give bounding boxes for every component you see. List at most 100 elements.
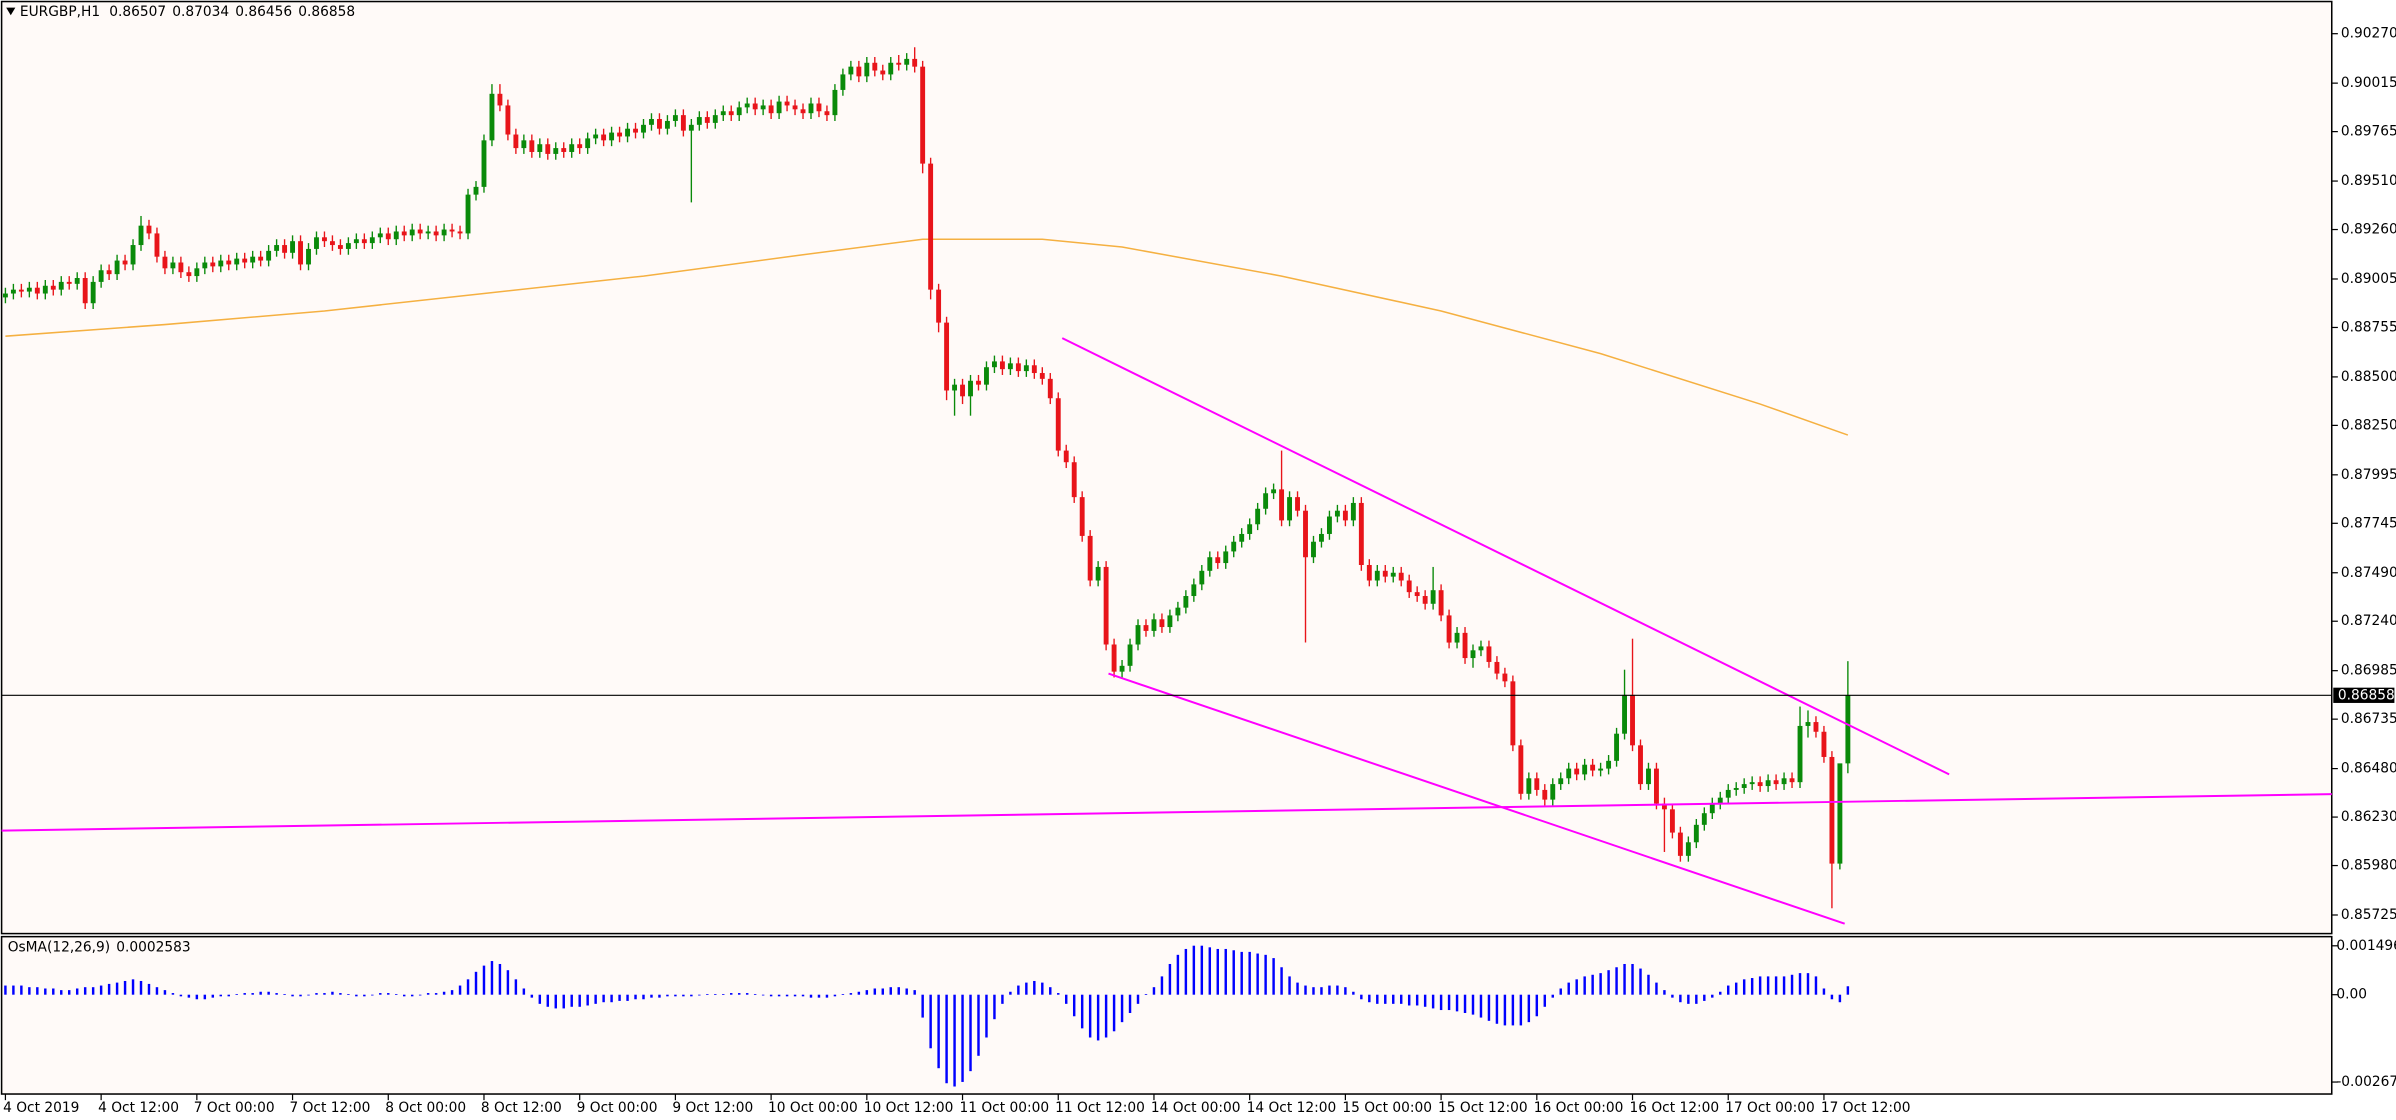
indicator-bar bbox=[147, 983, 151, 995]
candle-body bbox=[369, 237, 375, 244]
candle-body bbox=[1590, 764, 1596, 771]
indicator-bar bbox=[745, 993, 749, 995]
chart-header: EURGBP,H1 0.86507 0.87034 0.86456 0.86858 bbox=[20, 4, 355, 20]
candle-body bbox=[1303, 510, 1308, 558]
candle-body bbox=[82, 278, 88, 304]
candle-body bbox=[1159, 619, 1165, 628]
candle-body bbox=[1015, 363, 1021, 372]
indicator-bar bbox=[761, 994, 765, 996]
candle-body bbox=[999, 361, 1005, 370]
indicator-bar bbox=[36, 987, 39, 995]
candle-body bbox=[250, 256, 256, 263]
indicator-bar bbox=[1734, 982, 1738, 995]
x-tick-label: 7 Oct 12:00 bbox=[290, 1100, 371, 1116]
y-tick-label: 0.87995 bbox=[2341, 467, 2396, 483]
indicator-bar bbox=[1072, 994, 1076, 1017]
candle-body bbox=[1295, 497, 1300, 511]
indicator-bar bbox=[1280, 967, 1283, 995]
candle-body bbox=[672, 115, 678, 121]
candle-body bbox=[1510, 681, 1516, 746]
candle-body bbox=[298, 241, 303, 265]
indicator-bar bbox=[1758, 976, 1762, 995]
y-tick-label: 0.89510 bbox=[2341, 173, 2396, 189]
candle-body bbox=[258, 256, 264, 261]
candle-body bbox=[1127, 644, 1133, 666]
candle-body bbox=[1039, 373, 1045, 379]
candle-body bbox=[10, 289, 16, 294]
candle-body bbox=[904, 58, 910, 65]
indicator-bar bbox=[99, 985, 103, 995]
indicator-bar bbox=[1104, 994, 1108, 1038]
x-tick-label: 10 Oct 12:00 bbox=[864, 1100, 954, 1116]
candle-body bbox=[1837, 763, 1843, 864]
candle-body bbox=[74, 278, 80, 284]
indicator-bar bbox=[1750, 978, 1754, 995]
trend-line bbox=[1061, 337, 1950, 776]
candle-body bbox=[680, 115, 686, 131]
indicator-bar bbox=[379, 993, 382, 995]
y-tick-label: 0.86230 bbox=[2341, 809, 2396, 825]
indicator-bar bbox=[1376, 994, 1379, 1004]
indicator-bar bbox=[52, 988, 55, 995]
candle-body bbox=[1741, 784, 1747, 788]
candle-body bbox=[728, 111, 734, 116]
indicator-bar bbox=[323, 993, 326, 995]
y-tick-label: 0.85980 bbox=[2341, 858, 2396, 874]
indicator-bar bbox=[1423, 994, 1427, 1007]
indicator-bar bbox=[977, 994, 980, 1056]
indicator-bar bbox=[849, 993, 853, 995]
candle-body bbox=[1382, 570, 1388, 577]
trend-line bbox=[1108, 672, 1846, 925]
x-tick-label: 9 Oct 12:00 bbox=[672, 1100, 753, 1116]
indicator-bar bbox=[538, 994, 542, 1004]
indicator-bar bbox=[1025, 982, 1028, 995]
candle-body bbox=[585, 138, 591, 149]
indicator-bar bbox=[1599, 973, 1602, 995]
indicator-bar bbox=[1782, 976, 1786, 995]
indicator-bar bbox=[1112, 994, 1116, 1032]
indicator-bar bbox=[1264, 954, 1267, 995]
indicator-bar bbox=[44, 988, 47, 995]
indicator-bar bbox=[594, 994, 597, 1004]
candle-body bbox=[960, 384, 965, 397]
x-tick-label: 17 Oct 12:00 bbox=[1821, 1100, 1911, 1116]
candle-body bbox=[1526, 778, 1532, 794]
indicator-bar bbox=[1455, 994, 1459, 1012]
candle-body bbox=[1167, 615, 1173, 628]
candle-body bbox=[521, 140, 527, 149]
candle-body bbox=[1661, 803, 1667, 810]
candle-body bbox=[1223, 551, 1229, 564]
indicator-bar bbox=[570, 994, 573, 1007]
indicator-bar bbox=[1320, 987, 1323, 995]
indicator-bar bbox=[937, 994, 940, 1069]
candle-body bbox=[816, 103, 822, 112]
menu-triangle[interactable] bbox=[6, 7, 16, 16]
candle-body bbox=[1566, 768, 1572, 779]
indicator-bar bbox=[1463, 994, 1467, 1013]
candle-body bbox=[433, 231, 439, 236]
indicator-bar bbox=[275, 993, 278, 995]
indicator-bar bbox=[1399, 994, 1403, 1004]
indicator-bar bbox=[355, 994, 358, 997]
y-tick-label: 0.87240 bbox=[2341, 613, 2396, 629]
candle-body bbox=[1175, 607, 1181, 616]
candle-body bbox=[617, 132, 623, 137]
indicator-bar bbox=[1527, 994, 1531, 1023]
candle-body bbox=[106, 270, 112, 275]
candle-body bbox=[441, 229, 447, 236]
candle-body bbox=[114, 260, 120, 275]
indicator-bar bbox=[203, 994, 207, 1000]
candle-body bbox=[1119, 665, 1125, 672]
indicator-bar bbox=[1415, 994, 1419, 1006]
indicator-bar bbox=[506, 970, 510, 995]
indicator-bar bbox=[1256, 953, 1259, 995]
main-panel bbox=[0, 0, 2333, 935]
candle-body bbox=[314, 237, 319, 249]
candle-body bbox=[361, 239, 367, 244]
candle-body bbox=[561, 148, 567, 152]
y-tick-label: 0.89260 bbox=[2341, 222, 2396, 238]
indicator-bar bbox=[969, 994, 972, 1072]
indicator-bar bbox=[1312, 987, 1315, 995]
candle-body bbox=[90, 281, 96, 304]
